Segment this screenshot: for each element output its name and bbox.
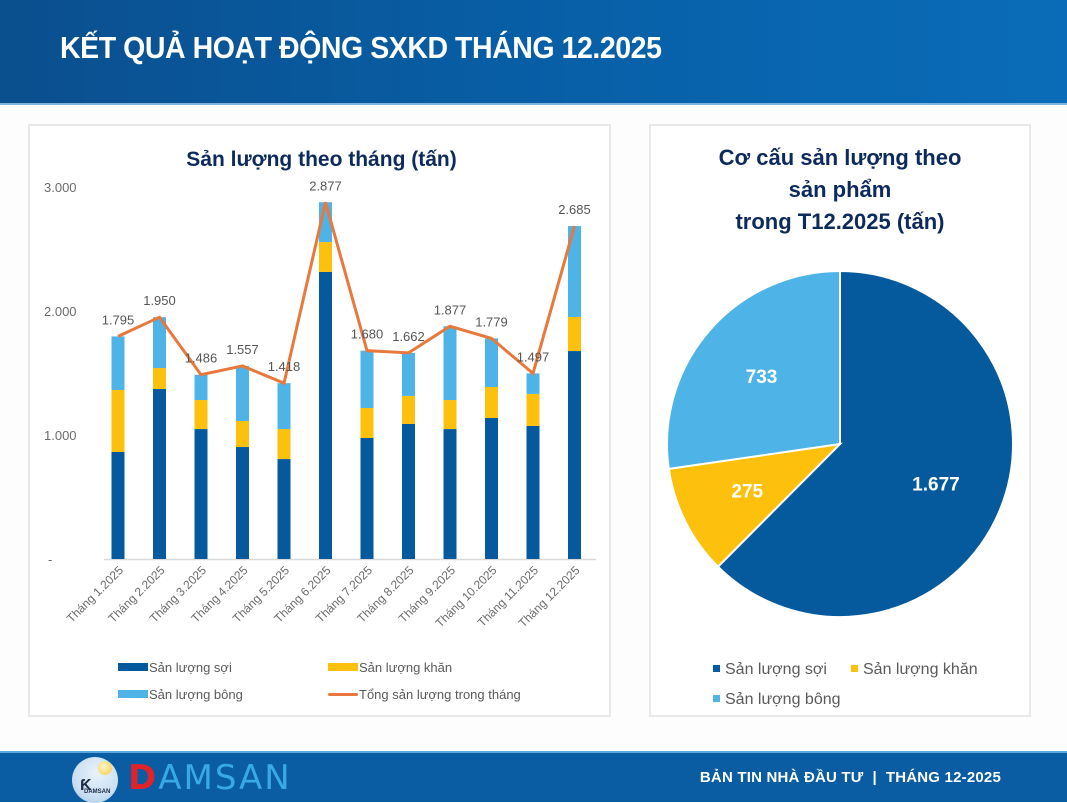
y-tick-label: 2.000 [44,304,77,319]
bar-segment [319,242,332,272]
bar-segment [402,395,415,424]
pie-slice-label: 733 [746,367,778,388]
total-data-label: 1.662 [392,329,425,344]
total-data-label: 1.557 [226,342,259,357]
pie-title-line: trong T12.2025 (tấn) [735,209,944,234]
bar-segment [485,338,498,388]
bar-segment [568,351,581,559]
bar-segment [194,374,208,401]
total-data-label: 1.779 [475,314,508,329]
footer-separator: | [872,769,877,786]
pie-slice [716,269,1014,618]
bar-segment [194,429,208,559]
bar-segment [568,316,581,352]
brand-wordmark: DAMSAN [128,758,292,798]
y-tick-label: 1.000 [44,428,77,443]
bar-segment [111,451,125,559]
bar-segment [319,271,332,559]
monthly-output-chart: Sản lượng theo tháng (tấn) - 1.000 2.000 3.0… [44,148,596,702]
bar-segment [153,388,166,559]
pie-slice-label: 275 [731,482,763,503]
product-structure-card: Cơ cấu sản lượng theo sản phẩm trong T12.2… [649,124,1031,717]
pie-slice [667,442,843,569]
page-header: KẾT QUẢ HOẠT ĐỘNG SXKD THÁNG 12.2025 [0,0,1067,105]
bar-segment [277,459,291,559]
legend-label: Sản lượng khăn [359,660,452,675]
bar-segment [526,373,540,394]
page-footer: Ƙ DAMSAN DAMSAN BẢN TIN NHÀ ĐẦU TƯ | THÁNG… [0,751,1067,803]
total-output-line [117,201,576,386]
y-tick-label: - [48,552,52,567]
pie-legend-swatch [713,665,720,672]
logo-small-text: DAMSAN [84,789,111,795]
total-data-label: 1.877 [434,302,467,317]
bar-segment [153,368,166,389]
logo-sun-icon [98,761,112,775]
bar-segment [360,407,374,438]
bar-segment [402,423,415,559]
bulletin-period: THÁNG 12-2025 [885,769,1001,786]
pie-legend-label: Sản lượng khăn [863,661,978,678]
pie-title-line: Cơ cấu sản lượng theo [719,145,962,170]
pie-title-line: sản phẩm [789,177,892,202]
bar-segment [443,429,457,559]
page-title: KẾT QUẢ HOẠT ĐỘNG SXKD THÁNG 12.2025 [60,30,662,65]
pie-legend-swatch [713,695,720,702]
bar-segment [236,365,249,421]
legend-swatch [328,663,358,671]
pie-legend-label: Sản lượng sợi [725,661,827,678]
total-data-label: 2.877 [309,178,342,193]
legend-label: Tổng sản lượng trong tháng [359,687,521,702]
logo-figure-icon: Ƙ [80,777,92,794]
bar-segment [277,429,291,460]
bulletin-label: BẢN TIN NHÀ ĐẦU TƯ [699,769,864,786]
bar-segment [360,437,374,559]
total-data-label: 1.418 [268,359,301,374]
bar-segment [236,420,249,448]
total-data-label: 1.680 [351,327,384,342]
bar-segment [194,400,208,430]
product-structure-pie-chart: Cơ cấu sản lượng theo sản phẩm trong T12.2… [666,145,1014,708]
pie-slice [666,269,841,471]
legend-label: Sản lượng sợi [149,660,232,675]
footer-bulletin: BẢN TIN NHÀ ĐẦU TƯ | THÁNG 12-2025 [700,769,1001,786]
bar-segment [236,447,249,559]
bar-segment [111,389,125,452]
bar-segment [443,400,457,430]
pie-legend-label: Sản lượng bông [725,691,841,708]
total-data-label: 2.685 [558,202,591,217]
bar-segment [277,383,291,430]
total-data-label: 1.497 [517,349,550,364]
legend-swatch [118,663,148,671]
total-data-label: 1.795 [102,312,135,327]
brand-rest: AMSAN [158,758,292,798]
pie-slice-label: 1.677 [912,475,960,496]
brand-initial: D [128,758,159,798]
bar-segment [568,226,581,317]
bar-segment [526,393,540,426]
legend-line-swatch [328,693,358,696]
total-data-label: 1.486 [185,351,218,366]
bar-segment [360,350,374,408]
bar-segment [485,418,498,559]
bar-segment [111,336,125,390]
bar-segment [485,387,498,419]
monthly-output-card: Sản lượng theo tháng (tấn) - 1.000 2.000 3.0… [28,124,611,717]
legend-label: Sản lượng bông [149,687,243,702]
chart-title: Sản lượng theo tháng (tấn) [186,148,456,171]
bar-segment [443,326,457,401]
bar-segment [526,425,540,559]
bar-segment [402,352,415,396]
company-logo-icon: Ƙ DAMSAN [72,757,118,803]
legend-swatch [118,690,148,698]
y-tick-label: 3.000 [44,180,77,195]
bar-segment [153,317,166,369]
total-data-label: 1.950 [143,293,176,308]
pie-legend-swatch [851,665,858,672]
